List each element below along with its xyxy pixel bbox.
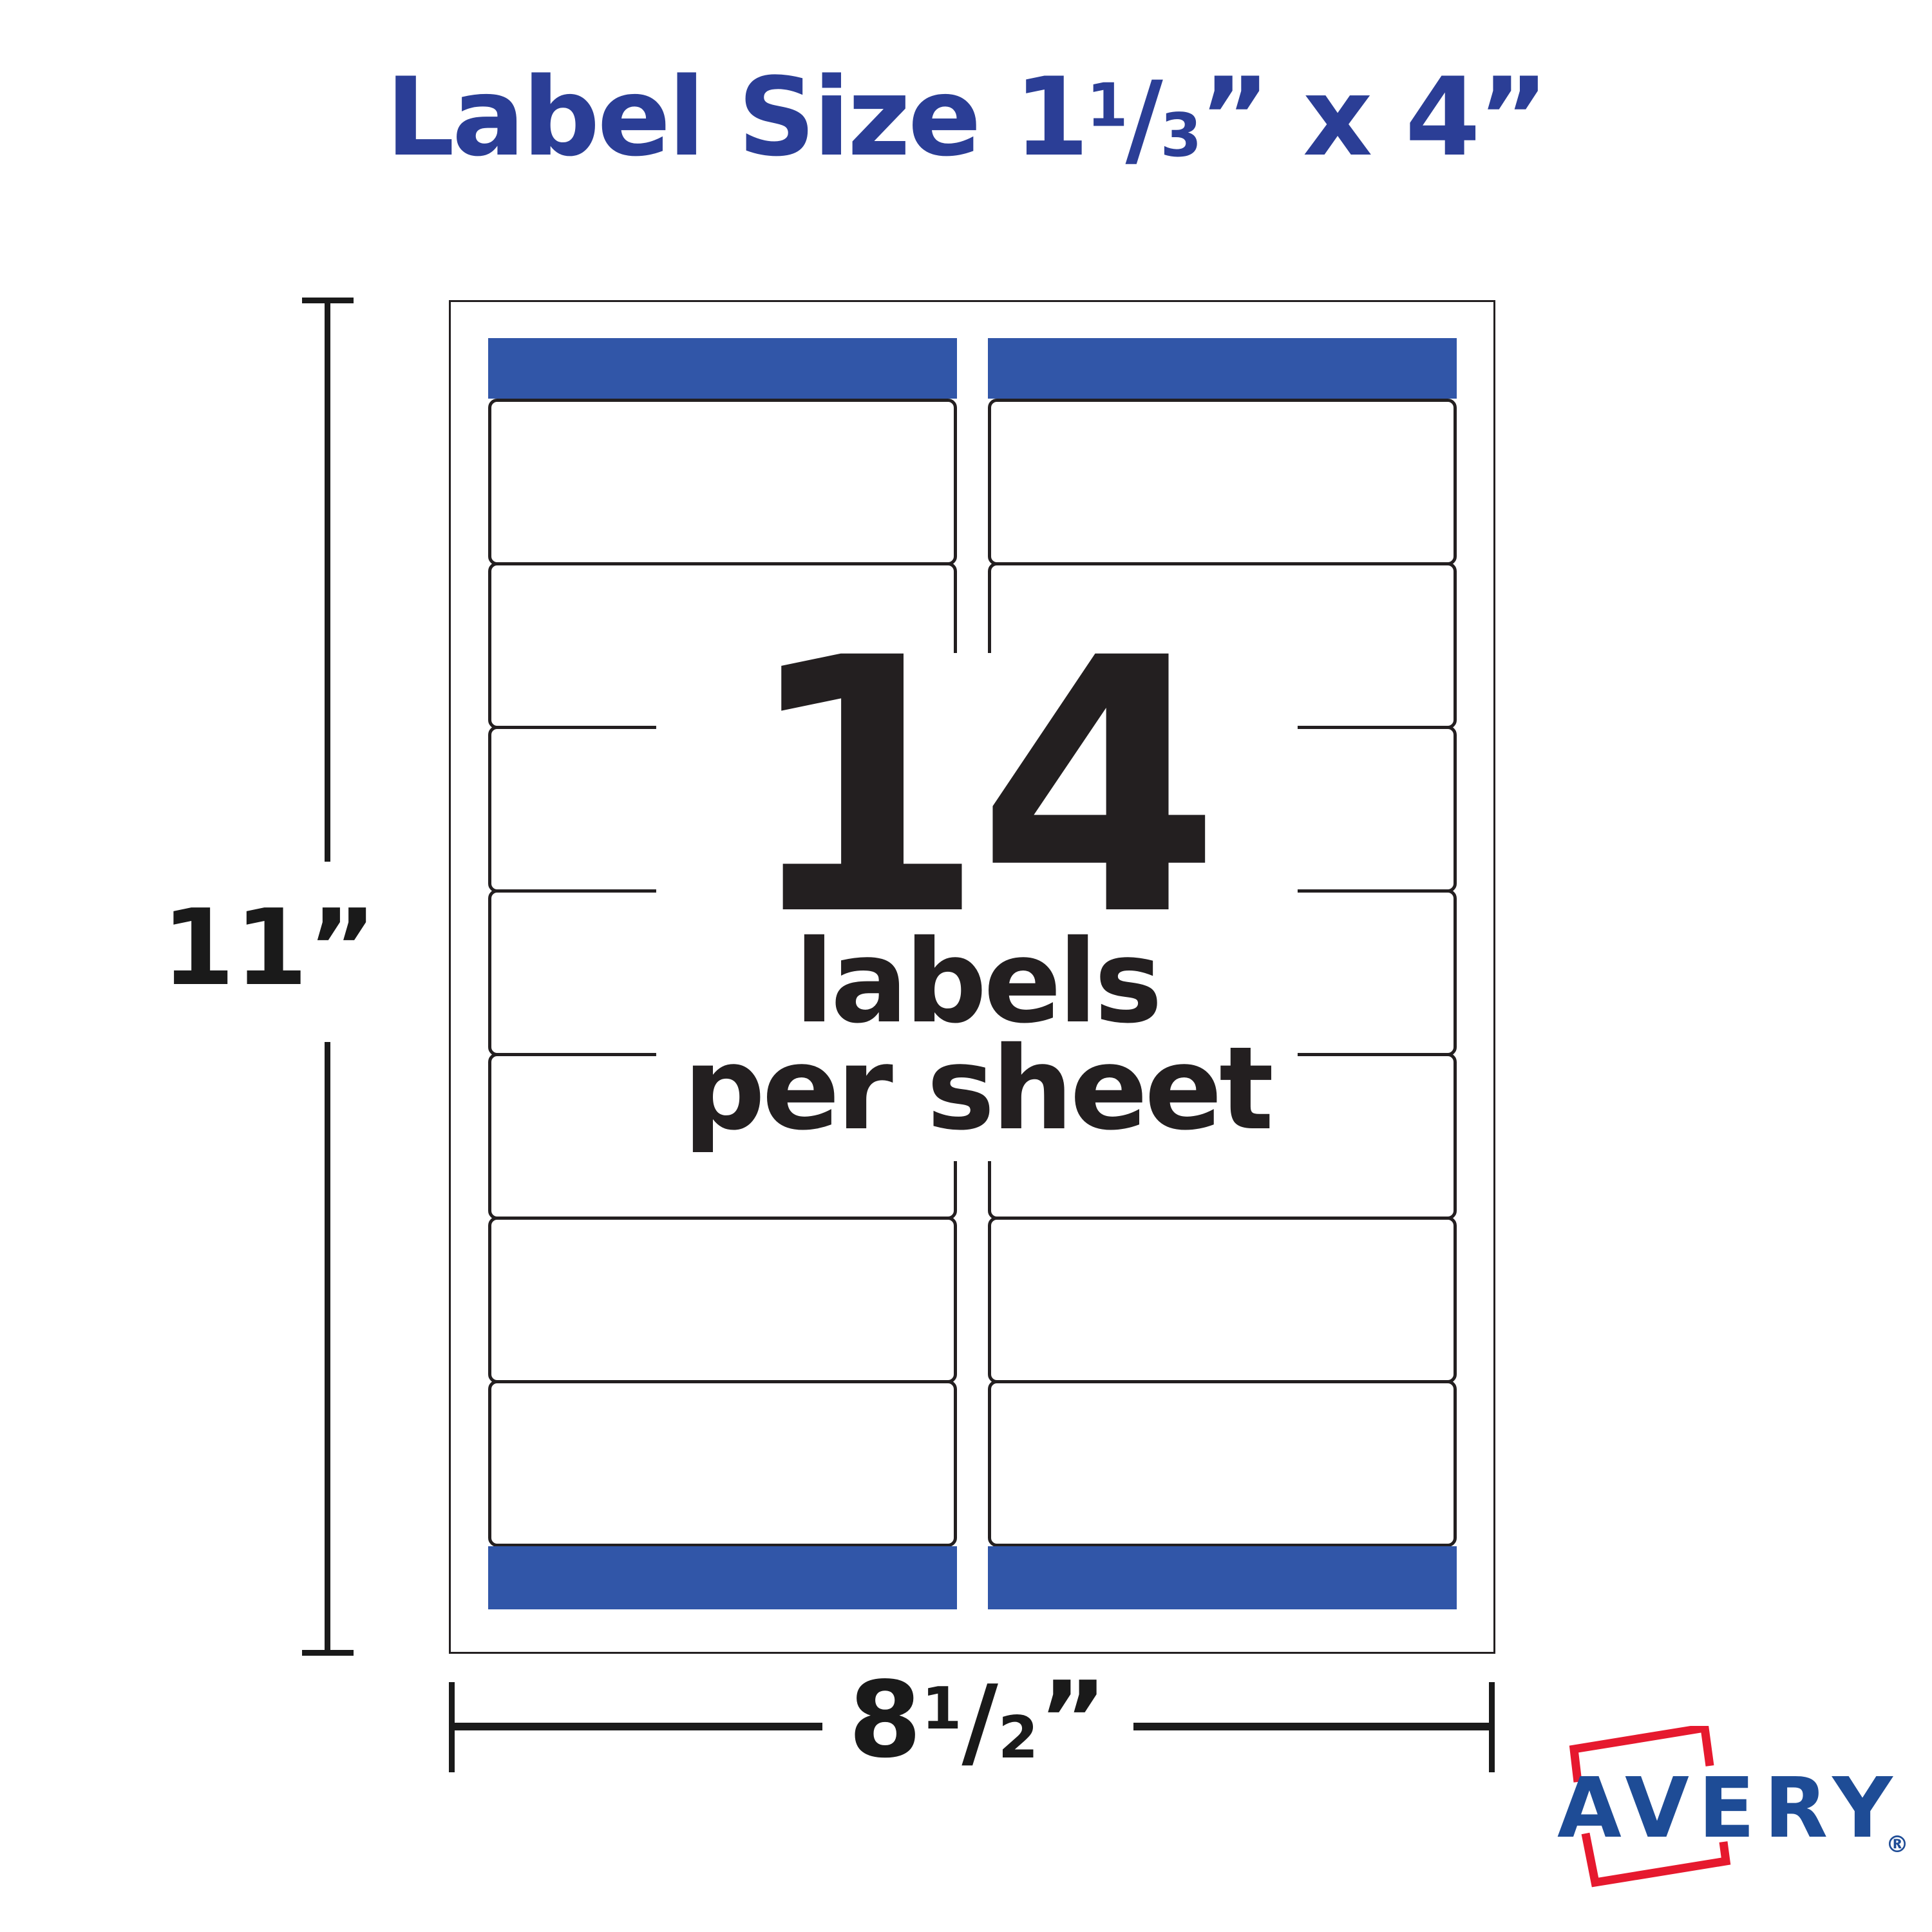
width-fraction-slash: / xyxy=(961,1663,998,1780)
height-dimension-line-lower xyxy=(325,1042,330,1654)
page-title: Label Size 11/3” x 4” xyxy=(0,63,1932,171)
width-value: 8 xyxy=(848,1660,922,1781)
height-dimension-bottom-tick xyxy=(302,1650,354,1656)
label-cell xyxy=(988,1380,1457,1547)
label-cell xyxy=(488,1380,957,1547)
avery-frame-icon xyxy=(1569,1726,1731,1888)
width-fraction-denominator: 2 xyxy=(998,1704,1039,1772)
labels-count-callout: 14 labels per sheet xyxy=(656,612,1298,1162)
registered-mark: ® xyxy=(1886,1832,1909,1858)
width-dimension-left-cap xyxy=(449,1682,455,1772)
title-fraction-slash: / xyxy=(1125,59,1163,179)
margin-band-bottom xyxy=(988,1546,1457,1609)
title-lead: Label Size 1 xyxy=(385,54,1089,180)
title-fraction-denominator: 3 xyxy=(1160,100,1202,170)
avery-wordmark: AVERY xyxy=(1557,1760,1902,1857)
avery-frame-top xyxy=(1569,1726,1714,1783)
label-cell xyxy=(488,1217,957,1383)
width-dimension-right-cap xyxy=(1489,1682,1495,1772)
avery-frame-bottom xyxy=(1581,1832,1731,1888)
label-cell xyxy=(988,1217,1457,1383)
labels-count: 14 xyxy=(741,583,1221,992)
height-value: 11 xyxy=(162,887,308,1009)
margin-band-bottom xyxy=(488,1546,957,1609)
title-inch-mark: ” xyxy=(1199,54,1270,180)
label-cell xyxy=(988,399,1457,565)
height-inch-mark: ” xyxy=(307,887,377,1009)
height-dimension-line-upper xyxy=(325,300,330,862)
height-dimension-label: 11” xyxy=(0,896,377,1001)
title-fraction-numerator: 1 xyxy=(1086,70,1128,140)
width-inch-mark: ” xyxy=(1038,1660,1108,1781)
label-cell xyxy=(488,399,957,565)
width-dimension-label: 81/2” xyxy=(822,1668,1133,1773)
title-middle: x 4 xyxy=(1267,54,1481,180)
title-inch-mark-2: ” xyxy=(1477,54,1549,180)
per-sheet-word: per sheet xyxy=(683,1021,1274,1155)
margin-band-top xyxy=(488,338,957,399)
margin-band-top xyxy=(988,338,1457,399)
labels-word: labels xyxy=(794,915,1162,1048)
width-dimension-line-right xyxy=(1133,1723,1492,1730)
width-dimension-line-left xyxy=(452,1723,822,1730)
avery-logo: AVERY ® xyxy=(1557,1726,1909,1888)
width-fraction-numerator: 1 xyxy=(921,1675,962,1743)
